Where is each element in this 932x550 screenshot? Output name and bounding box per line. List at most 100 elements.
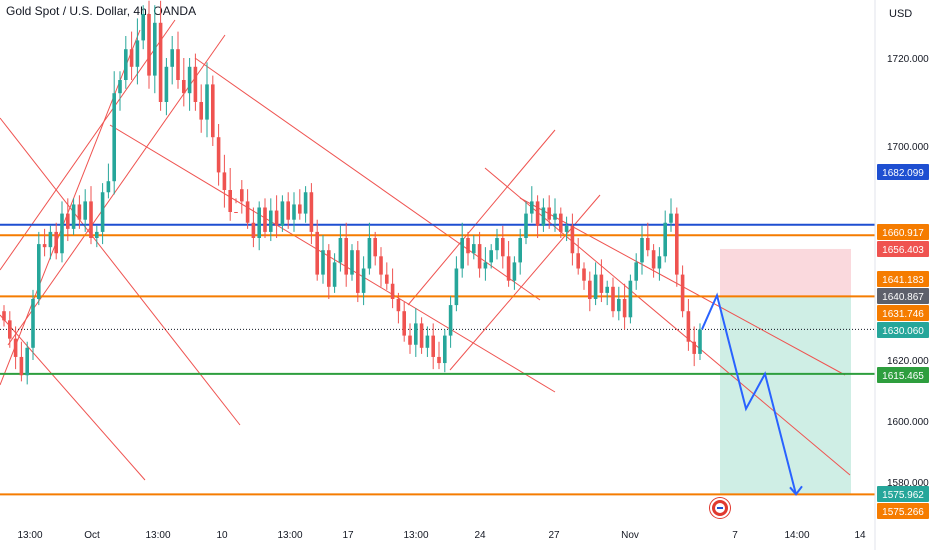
x-tick-label: 27 [548, 530, 560, 541]
price-tag: 1631.746 [877, 305, 929, 321]
candle-body [675, 213, 679, 275]
candle-body [593, 274, 598, 299]
candle-body [651, 250, 656, 269]
candle-body [216, 137, 221, 173]
candle-body [77, 204, 82, 220]
candle-body [680, 274, 685, 312]
x-tick-label: 14:00 [784, 530, 809, 541]
trend-line [0, 314, 146, 481]
price-tag: 1640.867 [877, 288, 929, 304]
candle-body [460, 238, 464, 269]
price-tag: 1575.266 [877, 503, 929, 519]
candle-body [640, 238, 644, 263]
x-tick-label: Nov [621, 530, 639, 541]
y-tick-label: 1700.000 [887, 142, 929, 153]
candle-body [466, 238, 470, 254]
candle-body [530, 201, 534, 214]
candle-body [327, 250, 331, 287]
candle-body [60, 213, 64, 254]
candle-body [402, 311, 406, 336]
price-tag-label: 1660.917 [882, 228, 924, 239]
candle-body [356, 250, 360, 293]
candle-body [361, 268, 366, 293]
candle-body [211, 84, 215, 138]
candle-body [570, 225, 575, 254]
candle-body [373, 238, 377, 257]
candle-body [164, 66, 169, 102]
x-tick-label: 13:00 [17, 530, 42, 541]
trend-line [0, 19, 176, 271]
candle-body [303, 192, 308, 214]
price-tag-label: 1615.465 [882, 371, 924, 382]
projection-arrowhead [789, 485, 803, 496]
candle-body [37, 244, 41, 299]
price-tag: 1682.099 [877, 164, 929, 180]
candle-body [350, 250, 354, 275]
candle-body [617, 299, 621, 312]
trend-line [194, 57, 541, 301]
candle-body [13, 338, 18, 357]
candle-body [512, 262, 517, 281]
candle-body [66, 213, 70, 229]
candle-body [454, 268, 459, 306]
candle-body [692, 341, 696, 354]
price-tag-bg [877, 241, 929, 257]
x-tick-label: 13:00 [403, 530, 428, 541]
candle-body [663, 222, 667, 257]
x-tick-label: 13:00 [145, 530, 170, 541]
price-tag: 1660.917 [877, 224, 929, 240]
candle-body [501, 238, 505, 257]
x-tick-label: Oct [84, 530, 100, 541]
price-tag-bg [877, 288, 929, 304]
candle-body [263, 207, 267, 232]
candle-body [234, 212, 238, 213]
candle-body [2, 311, 6, 321]
take-profit-zone [720, 296, 851, 495]
candle-body [332, 262, 337, 287]
price-tag-label: 1630.060 [882, 326, 924, 337]
candle-body [425, 335, 430, 348]
price-tag-bg [877, 164, 929, 180]
trend-line [0, 117, 241, 426]
price-tag-bg [877, 224, 929, 240]
candle-body [448, 305, 453, 336]
y-axis-ticks: 1580.000 1600.000 1620.000 1700.000 1720.000 [887, 54, 929, 489]
candle-body [611, 286, 615, 312]
price-axis-tags: 1682.099 1660.917 1656.403 1641.183 1640.867… [877, 164, 929, 519]
candle-body [274, 210, 279, 226]
candle-body [553, 213, 557, 220]
price-tag-bg [877, 305, 929, 321]
candle-body [228, 190, 232, 212]
candle-body [19, 356, 24, 376]
price-tag-bg [877, 322, 929, 338]
candle-body [153, 22, 157, 76]
candle-body [338, 238, 343, 263]
candle-body [158, 22, 163, 102]
candle-body [135, 40, 140, 67]
candle-body [576, 253, 580, 269]
us-flag-event-icon[interactable] [710, 498, 730, 518]
candle-body [170, 49, 174, 67]
candle-body [222, 172, 227, 190]
y-tick-label: 1580.000 [887, 478, 929, 489]
candle-body [193, 66, 198, 102]
candle-body [518, 238, 522, 263]
candle-body [396, 299, 401, 312]
candle-body [118, 80, 122, 94]
candle-body [48, 231, 53, 248]
price-tag: 1575.962 [877, 486, 929, 502]
candle-body [176, 49, 180, 80]
candle-body [245, 201, 250, 223]
candle-body [182, 80, 186, 94]
candle-body [54, 231, 58, 254]
projection-line [701, 292, 797, 495]
price-tag-label: 1640.867 [882, 292, 924, 303]
price-tag-label: 1631.746 [882, 309, 924, 320]
candle-body [257, 207, 261, 238]
candle-body [240, 189, 244, 202]
candle-body [559, 213, 563, 232]
price-tag-bg [877, 486, 929, 502]
candle-body [251, 222, 256, 238]
candle-body [419, 323, 424, 348]
